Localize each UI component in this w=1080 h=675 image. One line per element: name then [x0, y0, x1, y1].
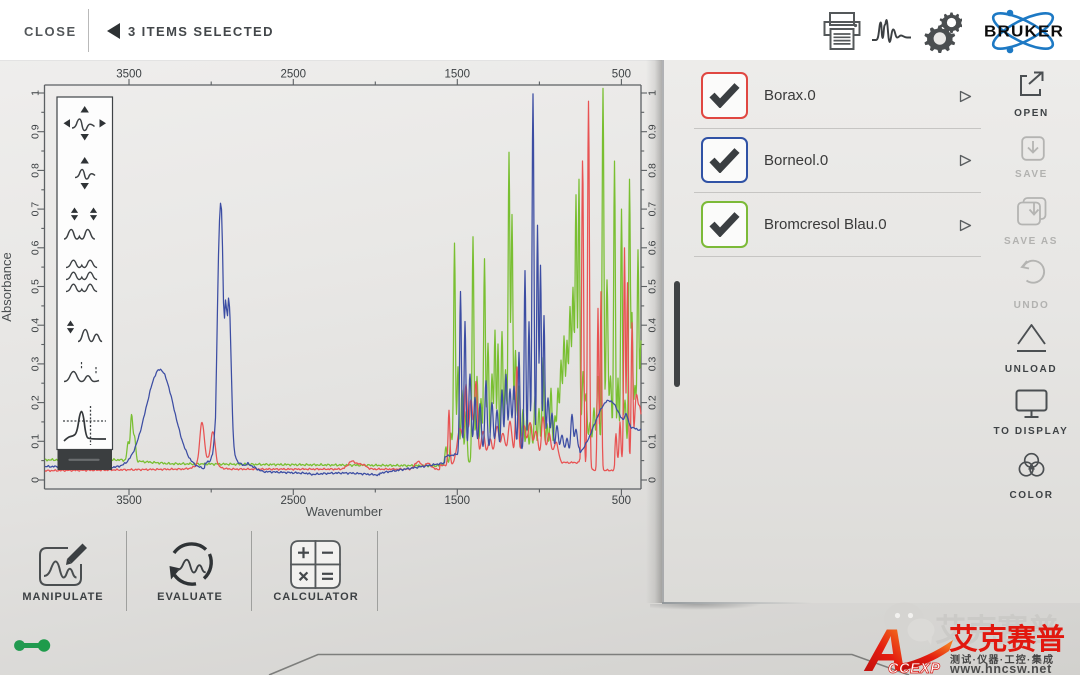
svg-text:0.4: 0.4 — [30, 318, 42, 333]
svg-text:1500: 1500 — [445, 69, 471, 81]
svg-text:CCEXP: CCEXP — [888, 661, 940, 675]
svg-text:0.2: 0.2 — [647, 395, 659, 410]
svg-text:2500: 2500 — [281, 495, 307, 507]
svg-text:0.7: 0.7 — [647, 202, 659, 217]
svg-text:0.1: 0.1 — [647, 434, 659, 449]
svg-text:0.3: 0.3 — [647, 356, 659, 371]
svg-text:1500: 1500 — [445, 495, 471, 507]
svg-text:2500: 2500 — [281, 69, 307, 81]
svg-text:0.9: 0.9 — [647, 124, 659, 139]
svg-text:0.1: 0.1 — [30, 434, 42, 449]
svg-text:BRUKER: BRUKER — [984, 24, 1064, 41]
svg-text:3500: 3500 — [116, 495, 142, 507]
svg-text:0.7: 0.7 — [30, 202, 42, 217]
svg-text:Wavenumber: Wavenumber — [306, 504, 383, 519]
svg-text:0.2: 0.2 — [30, 395, 42, 410]
svg-text:A: A — [863, 618, 908, 675]
svg-text:0.9: 0.9 — [30, 124, 42, 139]
svg-text:0.5: 0.5 — [30, 279, 42, 294]
svg-text:500: 500 — [612, 495, 631, 507]
svg-text:500: 500 — [612, 69, 631, 81]
svg-text:1: 1 — [30, 90, 42, 96]
svg-text:0.8: 0.8 — [30, 163, 42, 178]
svg-text:0.3: 0.3 — [30, 356, 42, 371]
svg-text:0.6: 0.6 — [30, 240, 42, 255]
svg-text:0.4: 0.4 — [647, 318, 659, 333]
svg-text:0.5: 0.5 — [647, 279, 659, 294]
svg-text:0.6: 0.6 — [647, 240, 659, 255]
svg-text:3500: 3500 — [116, 69, 142, 81]
svg-text:1: 1 — [647, 90, 659, 96]
svg-text:0: 0 — [647, 477, 659, 483]
svg-text:Absorbance: Absorbance — [0, 252, 14, 321]
svg-text:0.8: 0.8 — [647, 163, 659, 178]
svg-text:0: 0 — [30, 477, 42, 483]
